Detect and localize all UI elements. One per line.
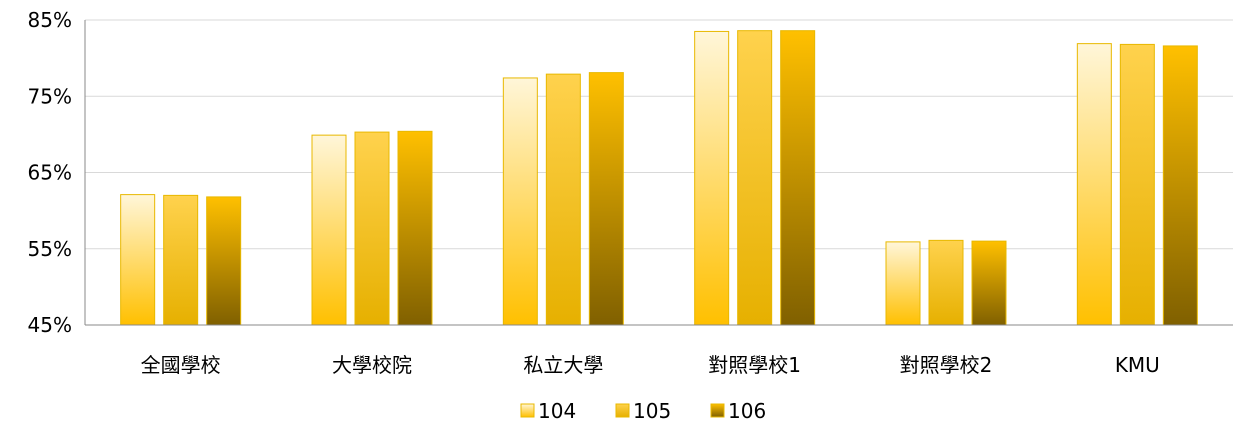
bar-104-0 bbox=[120, 194, 156, 326]
bar-106-1 bbox=[397, 130, 433, 326]
bar-104-1 bbox=[311, 134, 347, 326]
legend-swatch-104 bbox=[520, 403, 535, 418]
x-category-label: 對照學校1 bbox=[708, 353, 801, 377]
x-category-label: 全國學校 bbox=[141, 353, 221, 377]
legend-label: 106 bbox=[728, 399, 766, 423]
x-category-label: 對照學校2 bbox=[900, 353, 993, 377]
x-category-label: 大學校院 bbox=[332, 353, 412, 377]
x-axis-category-labels: 全國學校 大學校院 私立大學 對照學校1 對照學校2 KMU bbox=[141, 353, 1160, 377]
y-tick-label: 65% bbox=[28, 161, 72, 185]
bar-104-5 bbox=[1076, 43, 1112, 326]
bars bbox=[120, 30, 1198, 326]
legend-swatch-105 bbox=[615, 403, 630, 418]
bar-105-2 bbox=[545, 73, 581, 326]
bar-105-4 bbox=[928, 239, 964, 326]
y-tick-label: 45% bbox=[28, 313, 72, 337]
bar-106-4 bbox=[971, 240, 1007, 326]
bar-105-1 bbox=[354, 131, 390, 326]
bar-106-0 bbox=[206, 196, 242, 326]
bar-105-3 bbox=[737, 30, 773, 326]
x-category-label: 私立大學 bbox=[523, 353, 603, 377]
axes bbox=[84, 20, 1233, 326]
y-axis-tick-labels: 45% 55% 65% 75% 85% bbox=[28, 8, 72, 337]
bar-106-5 bbox=[1162, 45, 1198, 326]
bar-104-2 bbox=[502, 77, 538, 326]
bar-105-5 bbox=[1119, 43, 1155, 326]
bar-106-2 bbox=[588, 72, 624, 326]
y-tick-label: 85% bbox=[28, 8, 72, 32]
y-tick-label: 55% bbox=[28, 237, 72, 261]
gridlines bbox=[85, 19, 1233, 250]
bar-104-3 bbox=[694, 30, 730, 326]
legend-label: 105 bbox=[633, 399, 671, 423]
y-tick-label: 75% bbox=[28, 84, 72, 108]
bar-104-4 bbox=[885, 241, 921, 326]
bar-106-3 bbox=[780, 30, 816, 326]
bar-105-0 bbox=[163, 194, 199, 326]
legend-label: 104 bbox=[538, 399, 576, 423]
x-category-label: KMU bbox=[1115, 353, 1160, 377]
legend-swatch-106 bbox=[710, 403, 725, 418]
legend: 104 105 106 bbox=[520, 399, 766, 423]
